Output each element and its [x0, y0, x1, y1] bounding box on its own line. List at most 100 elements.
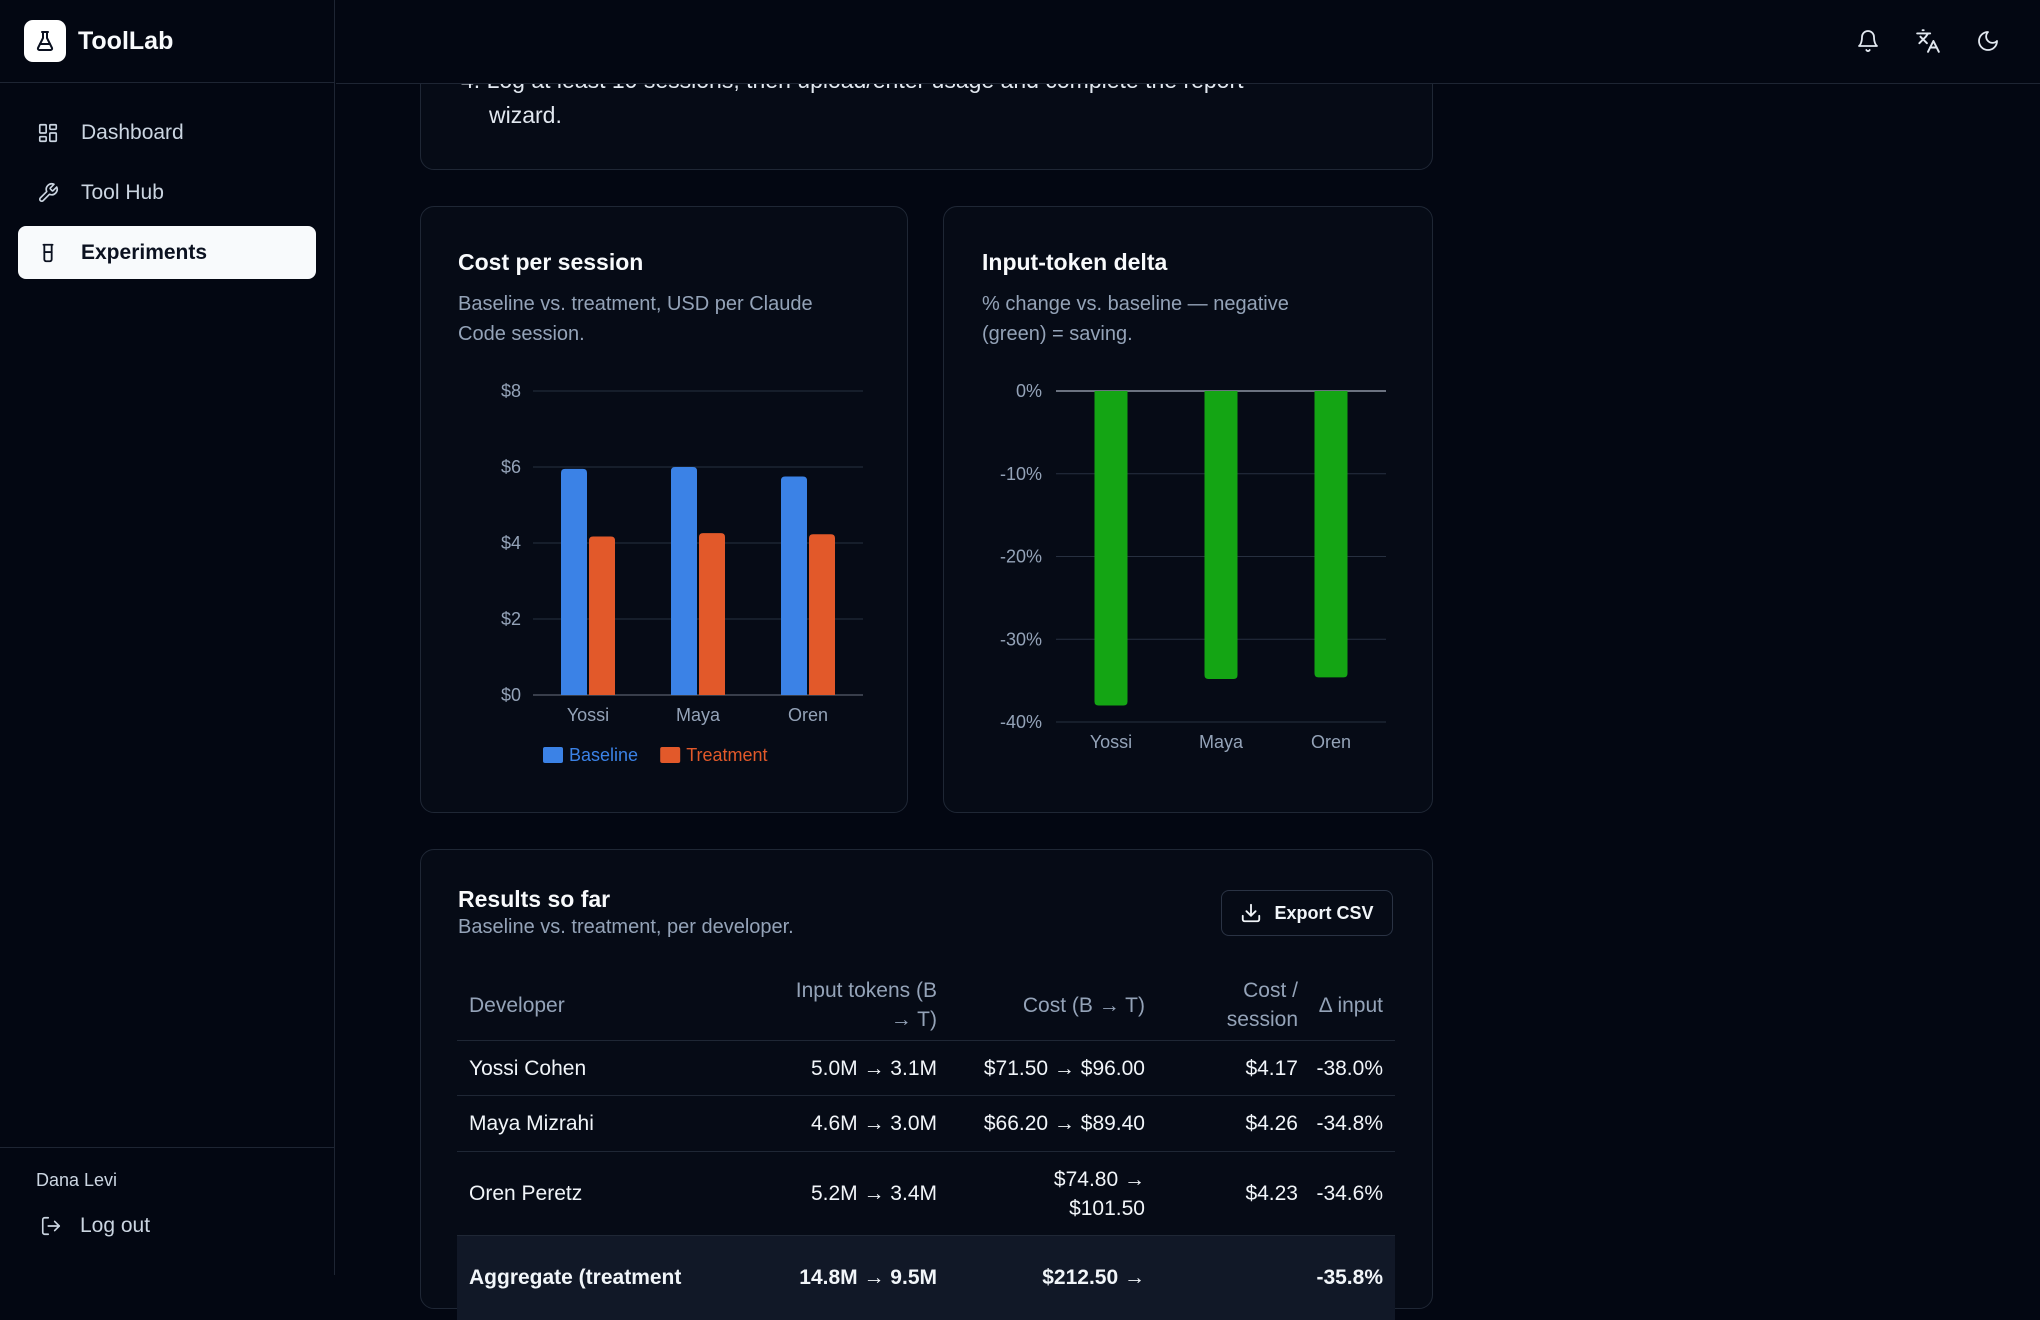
wrench-icon [35, 180, 61, 206]
bar-treatment-yossi [589, 536, 615, 695]
cell-cost-per-session [1157, 1236, 1310, 1320]
x-tick-label: Oren [1311, 732, 1351, 752]
legend-swatch-baseline [543, 747, 563, 763]
cost-per-session-chart: $0 $2 $4 $6 $8 Yossi Maya Oren Baseline Treatment [501, 381, 863, 765]
translate-icon[interactable] [1914, 27, 1942, 55]
beaker-icon [35, 240, 61, 266]
y-tick-label: $0 [501, 685, 521, 705]
cell-cost: $74.80 → $101.50 [949, 1152, 1157, 1236]
y-tick-label: $6 [501, 457, 521, 477]
download-icon [1240, 902, 1262, 924]
export-csv-label: Export CSV [1274, 902, 1374, 923]
cell-delta: -38.0% [1316, 1056, 1383, 1080]
cell-developer: Maya Mizrahi [469, 1112, 594, 1135]
cell-line: $74.80 → [1053, 1167, 1145, 1191]
bar-delta-oren [1314, 391, 1348, 678]
card-subtitle-line-2: Code session. [458, 323, 585, 345]
brand[interactable]: ToolLab [0, 0, 334, 83]
cell-tokens: 14.8M → 9.5M [799, 1266, 937, 1290]
y-tick-label: -10% [1000, 464, 1042, 484]
results-subtitle: Baseline vs. treatment, per developer. [458, 916, 794, 938]
table-row[interactable]: Yossi Cohen 5.0M → 3.1M $71.50 → $96.00 … [457, 1040, 1395, 1096]
column-header-cost-per-session[interactable]: Cost / session [1157, 970, 1310, 1041]
sidebar-item-tool-hub[interactable]: Tool Hub [18, 166, 316, 219]
y-tick-label: -20% [1000, 547, 1042, 567]
cell-delta: -34.8% [1316, 1112, 1383, 1135]
legend-swatch-treatment [660, 747, 681, 763]
export-csv-button[interactable]: Export CSV [1221, 890, 1393, 936]
cell-tokens: 5.0M → 3.1M [810, 1056, 937, 1080]
card-title: Cost per session [458, 249, 644, 275]
input-token-delta-card: Input-token delta % change vs. baseline … [943, 206, 1433, 813]
card-subtitle-line-1: Baseline vs. treatment, USD per Claude [458, 293, 813, 315]
cell-cost-per-session: $4.17 [1245, 1056, 1298, 1080]
header-line: Input tokens (B [795, 979, 937, 1002]
table-row[interactable]: Oren Peretz 5.2M → 3.4M $74.80 → $101.50… [457, 1151, 1395, 1236]
x-tick-label: Maya [676, 705, 721, 725]
cell-developer: Aggregate (treatment [469, 1266, 682, 1290]
cost-per-session-card: Cost per session Baseline vs. treatment,… [420, 206, 908, 813]
logout-label: Log out [80, 1214, 151, 1237]
y-tick-label: $8 [501, 381, 521, 401]
logout-icon [40, 1215, 62, 1237]
instruction-step-4-continued: wizard. [489, 102, 562, 128]
x-tick-label: Oren [788, 705, 828, 725]
sidebar-item-label: Dashboard [81, 120, 184, 144]
cell-cost: $71.50 → $96.00 [983, 1056, 1145, 1080]
bar-delta-maya [1204, 391, 1238, 679]
cell-cost-per-session: $4.23 [1245, 1182, 1298, 1205]
card-subtitle-line-1: % change vs. baseline — negative [982, 293, 1289, 315]
cell-cost: $212.50 → [1042, 1266, 1145, 1290]
sidebar-item-dashboard[interactable]: Dashboard [18, 106, 316, 159]
top-bar [336, 0, 2040, 84]
header-line: Cost / [1243, 979, 1298, 1002]
bar-delta-yossi [1094, 391, 1128, 706]
aggregate-row[interactable]: Aggregate (treatment 14.8M → 9.5M $212.5… [457, 1235, 1395, 1320]
card-subtitle-line-2: (green) = saving. [982, 323, 1133, 345]
header-line: session [1226, 1008, 1298, 1031]
sidebar-item-label: Tool Hub [81, 180, 164, 204]
bar-baseline-oren [781, 476, 807, 695]
dashboard-icon [35, 120, 61, 146]
cell-delta: -34.6% [1316, 1182, 1383, 1205]
y-tick-label: $2 [501, 609, 521, 629]
flask-logo-icon [24, 20, 66, 62]
sidebar: ToolLab Dashboard Tool Hub [0, 0, 335, 1275]
cell-developer: Oren Peretz [469, 1182, 583, 1205]
y-tick-label: -40% [1000, 712, 1042, 732]
card-title: Input-token delta [982, 249, 1168, 275]
user-name: Dana Levi [36, 1170, 118, 1190]
bar-treatment-oren [809, 534, 835, 695]
x-tick-label: Maya [1199, 732, 1244, 752]
column-header-developer[interactable]: Developer [469, 993, 565, 1017]
column-header-cost[interactable]: Cost (B → T) [1022, 993, 1145, 1017]
cell-tokens: 4.6M → 3.0M [810, 1112, 937, 1135]
sidebar-item-label: Experiments [81, 240, 208, 264]
results-title: Results so far [458, 886, 611, 912]
bar-baseline-maya [671, 467, 697, 695]
column-header-input-tokens[interactable]: Input tokens (B → T) [725, 970, 949, 1041]
sidebar-nav: Dashboard Tool Hub Experiments [0, 83, 334, 279]
legend-label-baseline: Baseline [569, 745, 638, 765]
cell-developer: Yossi Cohen [469, 1056, 587, 1080]
x-tick-label: Yossi [1090, 732, 1132, 752]
x-tick-label: Yossi [567, 705, 609, 725]
header-line: → T) [890, 1008, 937, 1031]
bell-icon[interactable] [1854, 27, 1882, 55]
table-row[interactable]: Maya Mizrahi 4.6M → 3.0M $66.20 → $89.40… [457, 1095, 1395, 1152]
cell-cost: $66.20 → $89.40 [983, 1112, 1145, 1135]
table-header-row: Developer Input tokens (B → T) Cost (B →… [457, 970, 1395, 1041]
moon-icon[interactable] [1974, 27, 2002, 55]
column-header-delta-input[interactable]: Δ input [1318, 993, 1383, 1017]
sidebar-item-experiments[interactable]: Experiments [18, 226, 316, 279]
cell-tokens: 5.2M → 3.4M [810, 1182, 937, 1205]
y-tick-label: $4 [501, 533, 521, 553]
logout-button[interactable]: Log out [40, 1214, 150, 1238]
legend-label-treatment: Treatment [686, 745, 767, 765]
cell-line: $101.50 [1069, 1196, 1145, 1220]
y-tick-label: 0% [1016, 381, 1042, 401]
cell-delta: -35.8% [1316, 1266, 1383, 1290]
sidebar-footer: Dana Levi Log out [0, 1147, 334, 1275]
app-name: ToolLab [78, 26, 174, 55]
input-token-delta-chart: 0% -10% -20% -30% -40% Yossi Maya Oren [1000, 381, 1386, 752]
